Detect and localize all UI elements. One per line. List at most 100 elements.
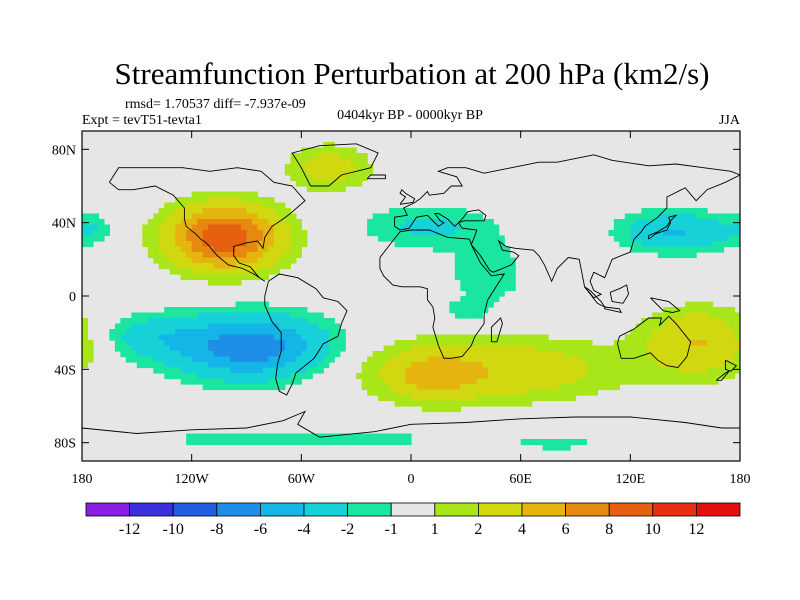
field-cell <box>690 373 697 380</box>
field-cell <box>164 307 171 314</box>
field-cell <box>405 400 412 407</box>
field-cell <box>197 268 204 275</box>
field-cell <box>241 351 248 358</box>
field-cell <box>515 395 522 402</box>
field-cell <box>460 378 467 385</box>
field-cell <box>213 279 220 286</box>
field-cell <box>262 373 270 380</box>
field-cell <box>580 439 588 446</box>
field-cell <box>284 373 291 380</box>
field-cell <box>454 312 461 319</box>
field-cell <box>553 384 560 391</box>
field-cell <box>235 224 242 231</box>
field-cell <box>186 219 193 226</box>
field-cell <box>646 318 653 325</box>
field-cell <box>520 334 527 341</box>
field-cell <box>323 153 330 160</box>
field-cell <box>389 395 396 402</box>
field-cell <box>224 351 231 358</box>
colorbar-box <box>85 502 130 517</box>
field-cell <box>575 356 582 363</box>
field-cell <box>449 406 456 413</box>
field-cell <box>158 334 165 341</box>
field-cell <box>602 373 609 380</box>
field-cell <box>345 158 352 165</box>
field-cell <box>679 307 686 314</box>
field-cell <box>312 433 319 440</box>
field-cell <box>273 362 280 369</box>
field-cell <box>471 246 478 253</box>
field-cell <box>219 351 226 358</box>
field-cell <box>465 340 472 347</box>
field-cell <box>690 345 697 352</box>
field-cell <box>208 197 215 204</box>
field-cell <box>284 334 291 341</box>
field-cell <box>208 274 215 281</box>
field-cell <box>460 252 467 259</box>
field-cell <box>131 318 138 325</box>
field-cell <box>180 334 187 341</box>
field-cell <box>668 246 675 253</box>
field-cell <box>191 252 198 259</box>
field-cell <box>542 362 549 369</box>
field-cell <box>454 224 461 231</box>
field-cell <box>641 219 648 226</box>
field-cell <box>471 362 478 369</box>
field-cell <box>262 334 270 341</box>
x-tick-label: 120W <box>175 472 210 487</box>
field-cell <box>586 351 593 358</box>
field-cell <box>153 213 160 220</box>
field-cell <box>421 334 429 341</box>
field-cell <box>284 312 291 319</box>
field-cell <box>186 367 193 374</box>
field-cell <box>657 230 664 237</box>
field-cell <box>663 224 670 231</box>
field-cell <box>641 345 648 352</box>
colorbar-box <box>696 502 741 517</box>
field-cell <box>246 246 253 253</box>
colorbar-label: -2 <box>341 521 354 538</box>
field-cell <box>383 378 390 385</box>
field-cell <box>723 307 730 314</box>
field-cell <box>416 378 423 385</box>
field-cell <box>180 318 187 325</box>
field-cell <box>268 334 275 341</box>
field-cell <box>482 285 489 292</box>
field-cell <box>262 224 270 231</box>
field-cell <box>421 373 429 380</box>
field-cell <box>498 400 505 407</box>
field-cell <box>449 246 456 253</box>
field-cell <box>241 235 248 242</box>
field-cell <box>657 219 664 226</box>
field-cell <box>142 241 149 248</box>
field-cell <box>230 274 237 281</box>
field-cell <box>284 356 291 363</box>
field-cell <box>449 301 456 308</box>
field-cell <box>169 268 176 275</box>
field-cell <box>498 252 505 259</box>
field-cell <box>394 219 401 226</box>
field-cell <box>482 384 489 391</box>
field-cell <box>652 208 659 215</box>
field-cell <box>657 367 664 374</box>
field-cell <box>224 257 231 264</box>
field-cell <box>482 356 489 363</box>
field-cell <box>635 329 642 336</box>
field-cell <box>142 362 149 369</box>
field-cell <box>679 362 686 369</box>
field-cell <box>219 329 226 336</box>
field-cell <box>559 340 566 347</box>
field-cell <box>531 340 538 347</box>
field-cell <box>120 318 127 325</box>
field-cell <box>443 345 450 352</box>
field-cell <box>460 334 467 341</box>
field-cell <box>235 191 242 198</box>
field-cell <box>268 384 275 391</box>
field-cell <box>624 356 631 363</box>
field-cell <box>257 257 264 264</box>
field-cell <box>652 334 659 341</box>
field-cell <box>663 312 670 319</box>
field-cell <box>712 367 719 374</box>
field-cell <box>180 208 187 215</box>
field-cell <box>580 362 588 369</box>
